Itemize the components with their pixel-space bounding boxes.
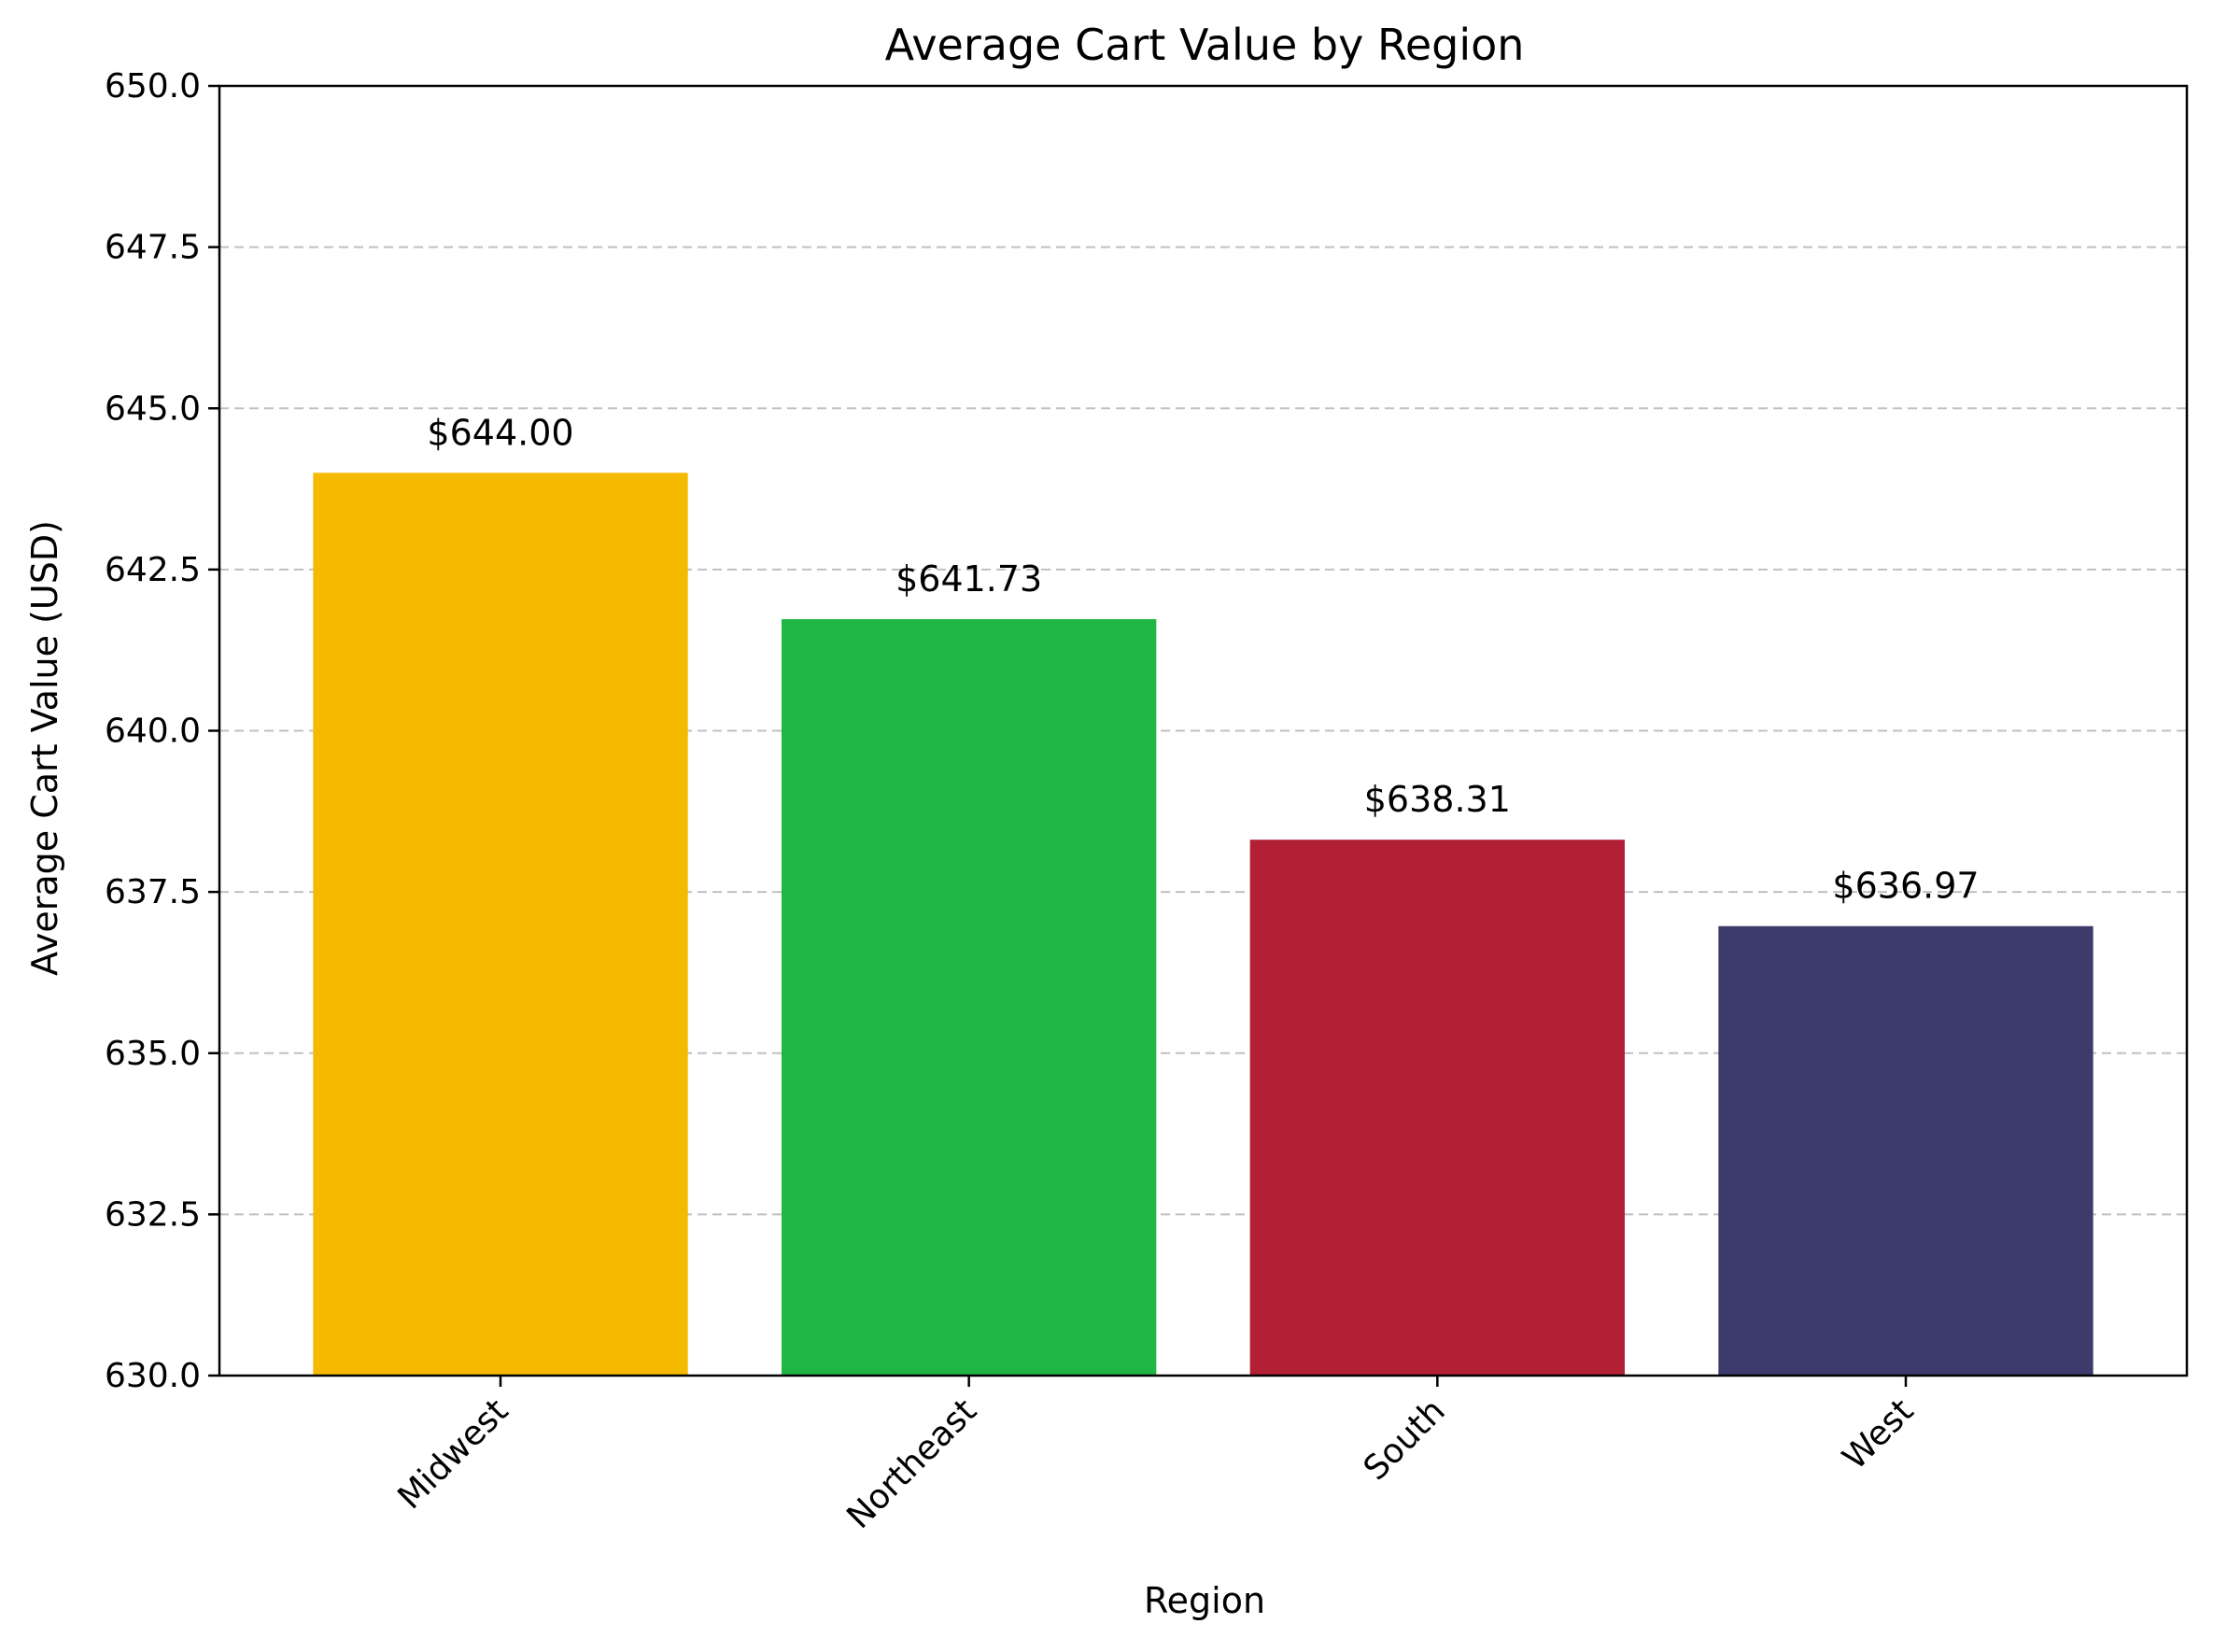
y-axis-label: Average Cart Value (USD) [24, 520, 65, 976]
data-label-south: $638.31 [1364, 779, 1511, 820]
y-tick-label: 647.5 [105, 229, 201, 267]
y-tick-label: 640.0 [105, 713, 201, 751]
data-label-midwest: $644.00 [427, 412, 573, 453]
y-tick-label: 630.0 [105, 1357, 201, 1395]
x-tick-label-south: South [1357, 1391, 1453, 1488]
y-tick-label: 637.5 [105, 873, 201, 911]
data-label-west: $636.97 [1832, 866, 1979, 907]
y-tick-label: 632.5 [105, 1195, 201, 1234]
data-label-northeast: $641.73 [895, 558, 1042, 600]
y-tick-label: 645.0 [105, 389, 201, 428]
y-tick-label: 635.0 [105, 1035, 201, 1073]
data-labels: $644.00 $641.73 $638.31 $636.97 [427, 412, 1979, 906]
y-tick-label: 642.5 [105, 551, 201, 589]
bars [313, 473, 2093, 1376]
x-axis: Midwest Northeast South West [390, 1376, 1921, 1536]
x-tick-label-midwest: Midwest [390, 1391, 515, 1517]
chart-title: Average Cart Value by Region [885, 20, 1525, 70]
bar-northeast [782, 619, 1157, 1376]
x-tick-label-west: West [1836, 1391, 1922, 1477]
y-axis: 630.0 632.5 635.0 637.5 640.0 642.5 645.0 647.5… [105, 67, 219, 1395]
bar-midwest [313, 473, 688, 1376]
y-tick-label: 650.0 [105, 67, 201, 106]
x-axis-label: Region [1144, 1580, 1265, 1621]
bar-west [1718, 925, 2093, 1376]
x-tick-label-northeast: Northeast [839, 1391, 984, 1536]
bar-south [1249, 840, 1625, 1376]
